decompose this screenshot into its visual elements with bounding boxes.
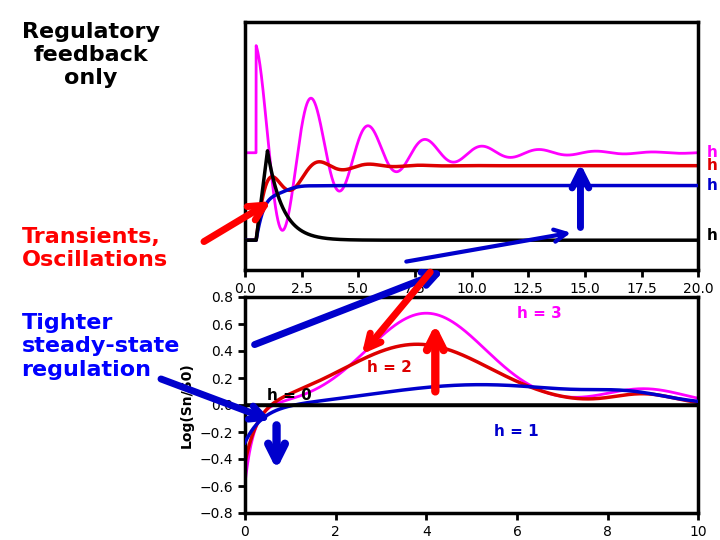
Text: Regulatory
feedback
only: Regulatory feedback only [22,22,160,88]
Text: h = 0: h = 0 [268,388,312,403]
Text: h = 3: h = 3 [708,145,720,160]
Text: h = 2: h = 2 [708,158,720,173]
Text: h = 3: h = 3 [517,306,562,321]
Text: h = 1: h = 1 [494,424,539,440]
X-axis label: Time: Time [449,301,495,319]
Text: h = 2: h = 2 [367,360,412,375]
Text: Transients,
Oscillations: Transients, Oscillations [22,227,168,270]
Y-axis label: Log(Sn/S0): Log(Sn/S0) [180,362,194,448]
Text: h = 1: h = 1 [708,178,720,193]
Text: Tighter
steady-state
regulation: Tighter steady-state regulation [22,313,180,380]
Text: h = 0: h = 0 [708,228,720,242]
